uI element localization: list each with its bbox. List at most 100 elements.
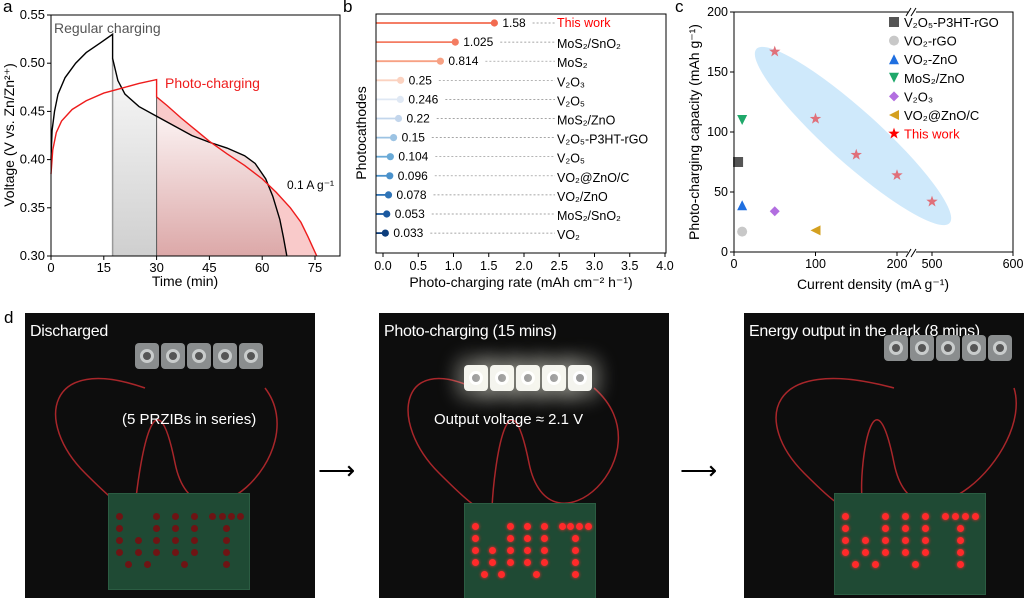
y-tick-label: 100 <box>707 125 728 139</box>
led <box>524 523 531 530</box>
series-line-photo-charging <box>50 78 318 257</box>
led <box>842 549 849 556</box>
x-tick-label: 2.0 <box>515 259 532 273</box>
led <box>524 535 531 542</box>
value-label: 0.246 <box>408 92 438 106</box>
fill-regular-discharge <box>112 58 157 256</box>
battery-cell <box>936 335 960 361</box>
led <box>882 513 889 520</box>
led <box>972 513 979 520</box>
x-axis-title: Current density (mA g⁻¹) <box>797 276 949 292</box>
battery-cell <box>187 343 211 369</box>
y-tick-label: 0.40 <box>20 152 45 167</box>
category-label: This work <box>557 16 611 30</box>
value-label: 0.053 <box>395 207 425 221</box>
value-label: 0.078 <box>396 188 426 202</box>
x-tick-label: 60 <box>255 260 269 275</box>
led <box>472 547 479 554</box>
battery-cell <box>490 365 514 391</box>
legend-label: MoS₂/ZnO <box>904 71 965 86</box>
led <box>237 513 245 520</box>
legend-label: V₂O₃ <box>904 89 933 104</box>
bar-dot <box>386 172 394 180</box>
data-point <box>769 45 781 57</box>
led <box>532 571 540 578</box>
value-label: 0.15 <box>402 131 426 145</box>
x-tick-label: 100 <box>805 257 826 271</box>
led <box>962 513 969 520</box>
led <box>576 523 583 530</box>
led <box>172 549 179 556</box>
led <box>862 537 869 544</box>
y-tick-label: 0.35 <box>20 200 45 215</box>
y-tick-label: 150 <box>707 65 728 79</box>
led <box>506 547 514 554</box>
photo-note: (5 PRZIBs in series) <box>122 411 257 428</box>
led <box>882 549 889 556</box>
category-label: VO₂ <box>557 228 580 242</box>
value-label: 1.58 <box>502 16 526 30</box>
led <box>480 571 488 578</box>
y-axis-title: Voltage (V vs. Zn/Zn²⁺) <box>1 63 17 207</box>
led <box>472 535 479 542</box>
led <box>862 549 869 556</box>
photo-discharged: Discharged (5 PRZIBs in series) <box>25 313 315 598</box>
battery-cells <box>884 335 1012 361</box>
bar-dot <box>394 114 403 123</box>
led <box>902 537 909 544</box>
led <box>882 525 889 532</box>
led <box>116 513 123 520</box>
x-tick-label: 45 <box>202 260 216 275</box>
led <box>584 523 592 530</box>
led <box>541 523 549 530</box>
bar-dot <box>381 229 389 237</box>
led <box>842 537 849 544</box>
bar-dot <box>490 19 498 27</box>
bar-dot <box>436 57 444 65</box>
panel-letter-a: a <box>3 0 13 16</box>
category-label: MoS₂/SnO₂ <box>557 37 621 51</box>
data-point <box>809 112 822 124</box>
led <box>218 513 226 520</box>
led <box>472 559 479 566</box>
led <box>922 513 929 520</box>
axis-break-mark <box>905 248 917 258</box>
battery-cell <box>568 365 592 391</box>
category-label: V₂O₅ <box>557 94 585 108</box>
led <box>223 537 231 544</box>
led <box>506 523 514 530</box>
x-tick-label: 0 <box>731 257 738 271</box>
led <box>922 537 929 544</box>
led <box>472 523 479 530</box>
led <box>558 523 566 530</box>
x-tick-label: 1.0 <box>445 259 462 273</box>
legend-marker <box>888 127 900 139</box>
fill-overlap <box>156 116 287 256</box>
led <box>223 549 231 556</box>
x-tick-label: 0.5 <box>410 259 427 273</box>
led <box>190 513 198 520</box>
data-point <box>737 226 748 237</box>
led <box>902 525 909 532</box>
led <box>223 525 231 532</box>
led <box>912 561 919 568</box>
category-label: V₂O₅-P3HT-rGO <box>557 133 648 147</box>
led <box>902 513 909 520</box>
axis-break-gap <box>908 7 916 17</box>
bar-dot <box>397 76 405 84</box>
panel-letter-c: c <box>675 0 684 16</box>
led <box>134 549 142 556</box>
led <box>172 513 179 520</box>
value-label: 0.096 <box>398 169 428 183</box>
led <box>144 561 151 568</box>
y-axis-title: Photocathodes <box>353 86 369 179</box>
led <box>506 559 514 566</box>
led <box>541 559 549 566</box>
led <box>153 513 161 520</box>
legend-marker <box>889 54 899 65</box>
led <box>852 561 859 568</box>
battery-cells <box>464 365 592 391</box>
x-tick-label: 30 <box>149 260 163 275</box>
led <box>571 547 579 554</box>
led <box>172 537 179 544</box>
